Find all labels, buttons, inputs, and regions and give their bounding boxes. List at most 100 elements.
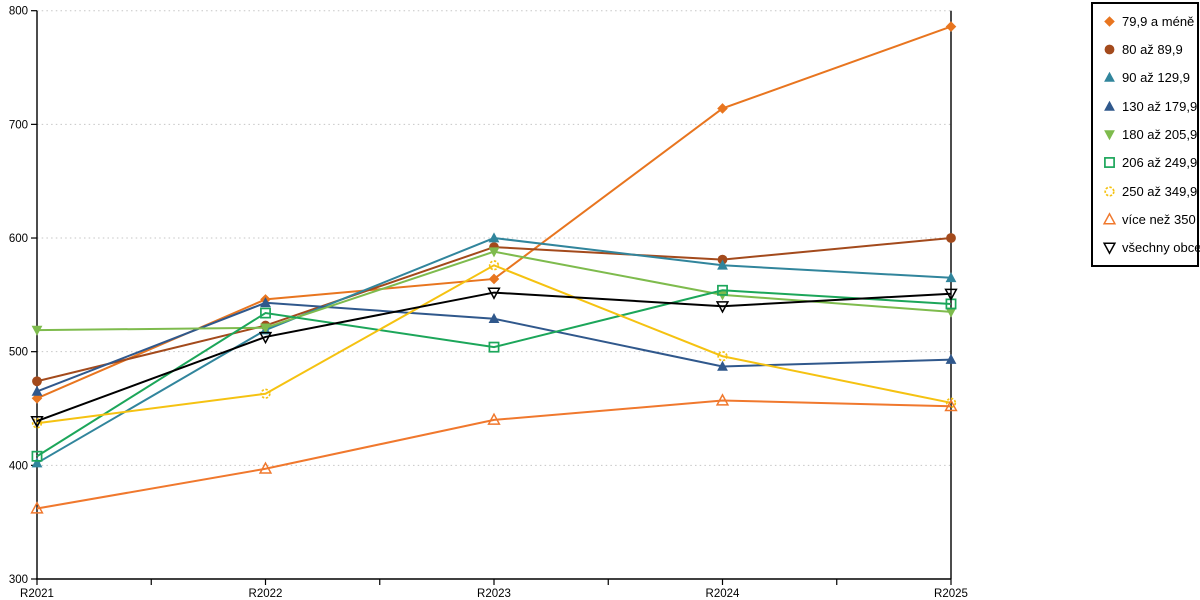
triangle-up-marker xyxy=(488,313,500,324)
triangle-up-marker xyxy=(258,461,273,474)
legend-marker-icon xyxy=(1104,72,1115,83)
triangle-up-marker xyxy=(945,272,957,283)
triangle-down-marker xyxy=(715,301,730,314)
series-line xyxy=(36,399,952,510)
series-2 xyxy=(31,232,957,468)
triangle-down-marker xyxy=(944,288,958,301)
circle-dashed-marker xyxy=(260,388,271,399)
triangle-up-marker xyxy=(30,501,44,514)
legend-item: 90 až 129,9 xyxy=(1102,70,1195,85)
circle-marker xyxy=(1104,44,1115,55)
series-8 xyxy=(30,287,958,429)
legend-item: více než 350 xyxy=(1102,211,1196,227)
legend-item: 250 až 349,9 xyxy=(1102,183,1198,199)
diamond-marker xyxy=(488,273,500,285)
legend-item-label: 180 až 205,9 xyxy=(1122,126,1198,142)
legend-marker-icon xyxy=(1104,157,1115,169)
triangle-down-marker xyxy=(1102,242,1117,256)
legend-item-label: 250 až 349,9 xyxy=(1122,183,1198,199)
legend-item-label: 130 až 179,9 xyxy=(1122,98,1198,114)
legend-item-label: 80 až 89,9 xyxy=(1122,41,1183,57)
y-tick-label: 800 xyxy=(9,6,28,18)
y-tick-label: 300 xyxy=(9,574,28,586)
triangle-down-marker xyxy=(488,247,500,258)
legend-item: 206 až 249,9 xyxy=(1102,155,1198,171)
legend-item-label: 90 až 129,9 xyxy=(1122,70,1190,86)
diamond-marker xyxy=(717,103,728,114)
legend-item: 180 až 205,9 xyxy=(1102,126,1198,142)
circle-dashed-marker xyxy=(717,351,728,362)
x-tick-label: R2024 xyxy=(706,588,740,600)
triangle-up-marker xyxy=(945,353,957,364)
x-tick-label: R2022 xyxy=(249,588,283,600)
legend-marker-icon xyxy=(1104,130,1115,141)
circle-dashed-marker xyxy=(488,260,500,271)
diamond-marker xyxy=(1104,15,1115,27)
legend-marker-icon xyxy=(1104,100,1115,111)
triangle-up-marker xyxy=(944,398,958,412)
triangle-up-marker xyxy=(260,297,271,308)
triangle-up-marker xyxy=(1104,100,1115,111)
legend-item-label: 206 až 249,9 xyxy=(1122,155,1198,171)
series-5 xyxy=(31,284,957,462)
y-tick-label: 500 xyxy=(9,347,28,359)
circle-dashed-marker xyxy=(1104,185,1115,197)
x-tick-label: R2025 xyxy=(934,588,968,600)
circle-dashed-marker xyxy=(945,397,957,408)
triangle-up-marker xyxy=(488,232,500,243)
x-tick-label: R2021 xyxy=(20,588,54,600)
y-tick-label: 400 xyxy=(9,460,28,472)
square-marker xyxy=(31,450,43,462)
x-tick-label: R2023 xyxy=(477,588,511,600)
series-4 xyxy=(31,247,957,336)
y-tick-label: 700 xyxy=(9,119,28,131)
triangle-down-marker xyxy=(258,331,273,345)
legend: 79,9 a méně 80 až 89,9 90 až 129,9 130 až 1… xyxy=(1091,2,1200,267)
legend-item-label: všechny obce xyxy=(1122,240,1200,256)
legend-marker-icon xyxy=(1104,15,1115,27)
circle-marker xyxy=(946,233,956,243)
triangle-down-marker xyxy=(487,287,501,300)
diamond-marker xyxy=(945,21,957,32)
series-line xyxy=(36,236,952,464)
triangle-up-marker xyxy=(31,385,43,396)
series-line xyxy=(36,289,952,458)
legend-item-label: více než 350 xyxy=(1122,211,1196,227)
circle-dashed-marker xyxy=(31,418,43,429)
legend-item: 130 až 179,9 xyxy=(1102,98,1198,114)
square-marker xyxy=(260,307,271,319)
legend-marker-icon xyxy=(1104,44,1115,55)
triangle-down-marker xyxy=(30,415,44,429)
triangle-down-marker xyxy=(31,325,43,336)
square-marker xyxy=(488,341,500,353)
legend-item: všechny obce xyxy=(1102,240,1200,256)
series-line xyxy=(36,291,952,422)
triangle-down-marker xyxy=(260,323,271,334)
triangle-down-marker xyxy=(1104,130,1115,141)
triangle-up-marker xyxy=(717,259,728,270)
legend-item: 80 až 89,9 xyxy=(1102,42,1195,57)
triangle-down-marker xyxy=(945,307,957,318)
triangle-up-marker xyxy=(487,412,501,425)
legend-item-label: 79,9 a méně xyxy=(1122,13,1195,29)
triangle-up-marker xyxy=(715,393,730,406)
legend-item: 79,9 a méně xyxy=(1102,14,1195,29)
square-marker xyxy=(717,284,728,296)
triangle-up-marker xyxy=(1104,72,1115,83)
legend-marker-icon xyxy=(1102,212,1117,225)
triangle-up-marker xyxy=(31,457,43,468)
circle-marker xyxy=(32,376,42,387)
legend-marker-icon xyxy=(1102,242,1117,256)
diamond-marker xyxy=(31,392,43,404)
legend-marker-icon xyxy=(1104,185,1115,197)
y-tick-label: 600 xyxy=(9,233,28,245)
series-line xyxy=(36,237,952,383)
series-line xyxy=(36,264,952,425)
square-marker xyxy=(1104,157,1115,169)
triangle-up-marker xyxy=(1102,212,1117,225)
series-3 xyxy=(31,297,957,396)
triangle-up-marker xyxy=(717,360,728,371)
series-7 xyxy=(30,393,958,514)
